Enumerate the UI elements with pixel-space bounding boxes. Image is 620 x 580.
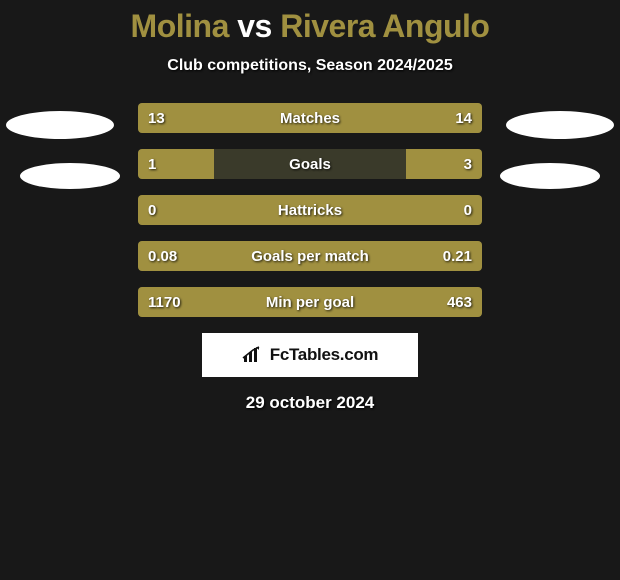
stat-right-value: 0 — [464, 195, 472, 225]
logo-box: FcTables.com — [202, 333, 418, 377]
stat-row: 0.08Goals per match0.21 — [138, 241, 482, 271]
snapshot-date: 29 october 2024 — [0, 393, 620, 413]
stat-right-value: 463 — [447, 287, 472, 317]
season-subtitle: Club competitions, Season 2024/2025 — [0, 57, 620, 75]
player1-name: Molina — [131, 8, 229, 44]
stat-bars-container: 13Matches14 1Goals3 0Hattricks0 0.08Goals p… — [138, 103, 482, 317]
decorative-oval-left-1-icon — [6, 111, 114, 139]
decorative-oval-right-2-icon — [500, 163, 600, 189]
stat-row: 13Matches14 — [138, 103, 482, 133]
stats-stage: 13Matches14 1Goals3 0Hattricks0 0.08Goals p… — [0, 103, 620, 317]
stat-right-value: 3 — [464, 149, 472, 179]
stat-label: Hattricks — [138, 195, 482, 225]
vs-separator: vs — [237, 8, 272, 44]
logo-text: FcTables.com — [270, 345, 379, 365]
stat-label: Goals — [138, 149, 482, 179]
bar-chart-icon — [242, 346, 264, 364]
player2-name: Rivera Angulo — [280, 8, 489, 44]
stat-label: Goals per match — [138, 241, 482, 271]
decorative-oval-left-2-icon — [20, 163, 120, 189]
comparison-title: Molina vs Rivera Angulo — [0, 0, 620, 45]
stat-row: 1170Min per goal463 — [138, 287, 482, 317]
stat-row: 1Goals3 — [138, 149, 482, 179]
stat-right-value: 14 — [455, 103, 472, 133]
decorative-oval-right-1-icon — [506, 111, 614, 139]
stat-label: Matches — [138, 103, 482, 133]
stat-row: 0Hattricks0 — [138, 195, 482, 225]
fctables-logo: FcTables.com — [242, 345, 379, 365]
stat-label: Min per goal — [138, 287, 482, 317]
stat-right-value: 0.21 — [443, 241, 472, 271]
